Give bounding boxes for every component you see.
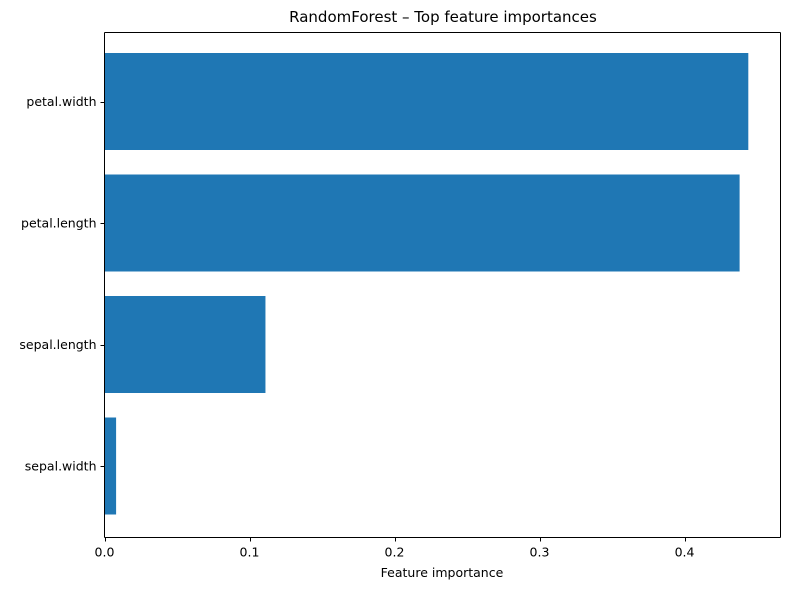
x-tick-label-1: 0.1 (240, 545, 260, 560)
x-tick-label-4: 0.4 (675, 545, 695, 560)
bar-petal-width (104, 53, 749, 150)
x-tick-label-3: 0.3 (530, 545, 550, 560)
bar-petal-length (104, 174, 740, 272)
y-tick-label-sepal-length: sepal.length (19, 337, 96, 352)
y-tick-label-sepal-width: sepal.width (25, 459, 97, 474)
axes-spines (104, 32, 781, 538)
ticks-group: petal.width petal.length sepal.length sepal… (19, 94, 694, 560)
x-tick-label-2: 0.2 (385, 545, 405, 560)
chart-title: RandomForest – Top feature importances (289, 8, 597, 26)
bar-sepal-length (104, 296, 266, 393)
x-axis-label: Feature importance (381, 565, 504, 580)
x-tick-label-0: 0.0 (95, 545, 115, 560)
y-tick-label-petal-width: petal.width (26, 94, 96, 109)
bar-sepal-width (104, 417, 117, 515)
y-tick-label-petal-length: petal.length (21, 216, 96, 231)
bars-group (104, 53, 749, 515)
